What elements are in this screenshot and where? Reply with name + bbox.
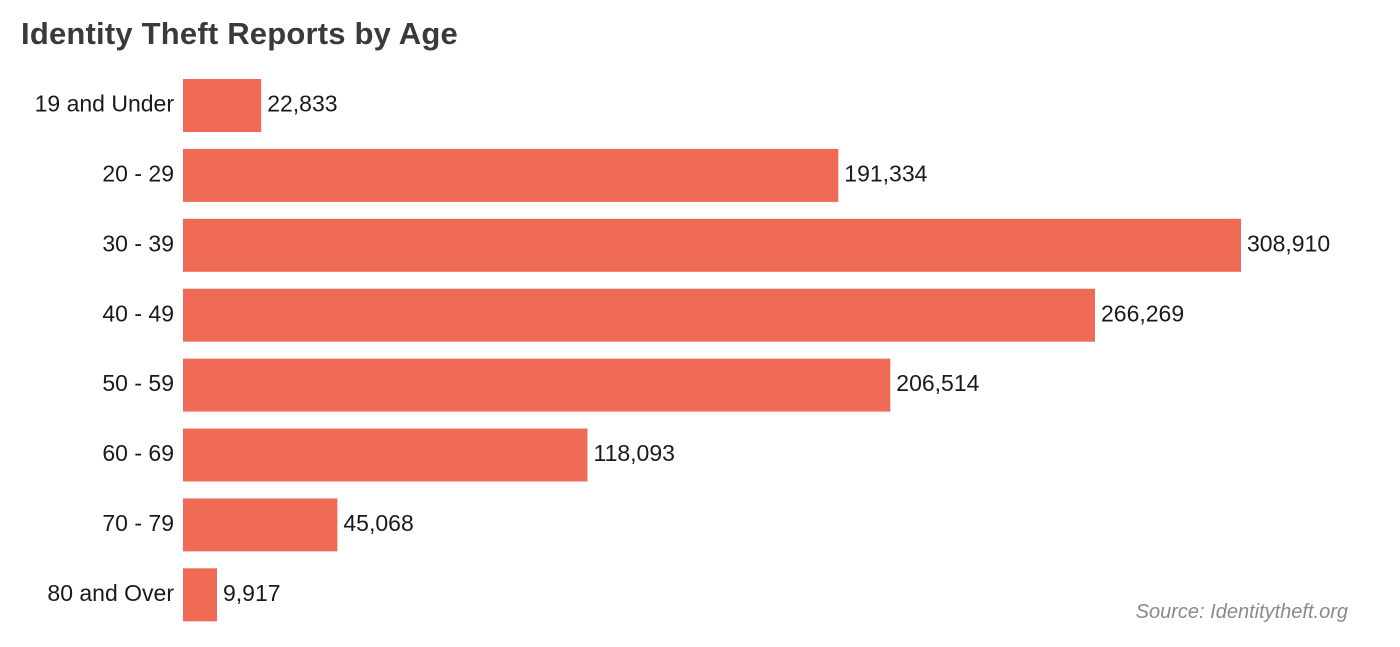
bar-3 bbox=[183, 288, 1095, 342]
value-label: 22,833 bbox=[267, 91, 337, 117]
value-label: 308,910 bbox=[1247, 230, 1330, 256]
category-label: 40 - 49 bbox=[102, 300, 174, 326]
bar-4 bbox=[183, 358, 891, 412]
bar-7 bbox=[183, 568, 217, 622]
category-label: 20 - 29 bbox=[102, 160, 174, 186]
value-label: 191,334 bbox=[844, 160, 927, 186]
value-label: 9,917 bbox=[223, 580, 281, 606]
category-label: 30 - 39 bbox=[102, 230, 174, 256]
value-label: 118,093 bbox=[594, 440, 675, 466]
category-label: 60 - 69 bbox=[102, 440, 174, 466]
value-label: 266,269 bbox=[1101, 300, 1184, 326]
bar-5 bbox=[183, 428, 588, 482]
bar-6 bbox=[183, 498, 338, 552]
value-label: 206,514 bbox=[896, 370, 979, 396]
source-note: Source: Identitytheft.org bbox=[1135, 601, 1348, 623]
bar-1 bbox=[183, 148, 839, 202]
bar-2 bbox=[183, 218, 1241, 272]
value-label: 45,068 bbox=[343, 510, 413, 536]
category-label: 80 and Over bbox=[47, 580, 174, 606]
bar-0 bbox=[183, 79, 262, 132]
category-label: 19 and Under bbox=[35, 91, 175, 117]
chart-title: Identity Theft Reports by Age bbox=[21, 16, 458, 51]
category-label: 50 - 59 bbox=[102, 370, 174, 396]
category-label: 70 - 79 bbox=[102, 510, 174, 536]
